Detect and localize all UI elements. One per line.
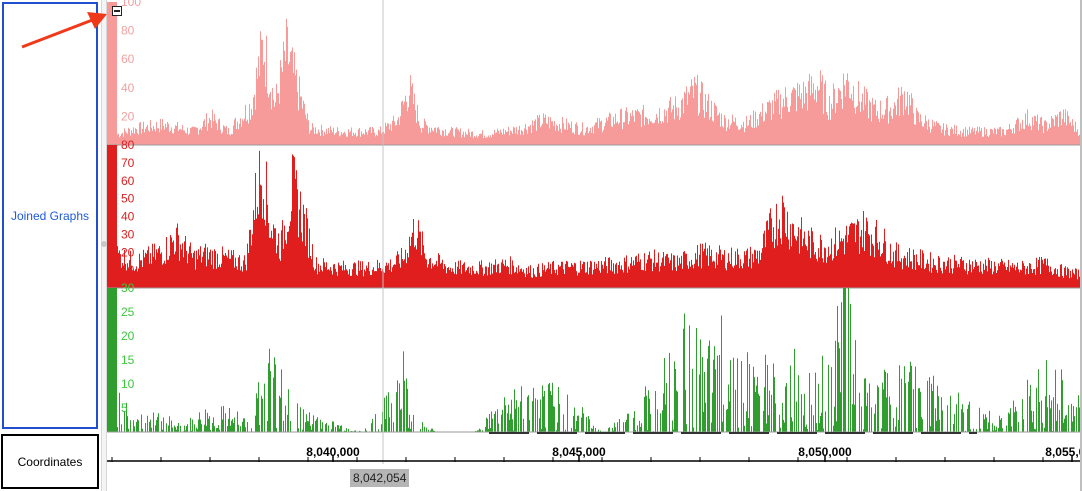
graph-pink-series bbox=[117, 18, 1080, 145]
graph-green-tick-label: 15 bbox=[121, 353, 135, 367]
graph-red-tick-label: 70 bbox=[121, 156, 135, 170]
graph-pink-tick-label: 60 bbox=[121, 52, 135, 66]
axis-tick-label: 8,050,000 bbox=[798, 445, 852, 459]
track-label-panel: Joined Graphs Coordinates bbox=[0, 0, 102, 491]
current-position-label: 8,042,054 bbox=[350, 469, 410, 487]
graph-green-tick-label: 20 bbox=[121, 329, 135, 343]
joined-graphs-label[interactable]: Joined Graphs bbox=[2, 2, 98, 429]
splitter-handle-icon[interactable] bbox=[101, 241, 107, 247]
graph-red-tick-label: 10 bbox=[121, 263, 135, 277]
graph-green-tick-label: 10 bbox=[121, 377, 135, 391]
graph-red-scale-band bbox=[107, 145, 117, 288]
graph-green-tick-label: 30 bbox=[121, 281, 135, 295]
graph-green-tick-label: 25 bbox=[121, 305, 135, 319]
graph-panel[interactable]: 20 40 60 80 100 10 20 30 40 50 60 70 80 5 10 15 20 25 30 8,… bbox=[107, 0, 1082, 491]
graph-pink-tick-label: 40 bbox=[121, 81, 135, 95]
graph-red-tick-label: 40 bbox=[121, 210, 135, 224]
axis-tick-label: 8,040,000 bbox=[306, 445, 360, 459]
graph-red-tick-label: 50 bbox=[121, 192, 135, 206]
minus-square-icon[interactable] bbox=[112, 6, 122, 16]
graph-red-tick-label: 20 bbox=[121, 245, 135, 259]
graph-red-series bbox=[117, 150, 1080, 288]
graph-red-tick-label: 60 bbox=[121, 174, 135, 188]
graph-green-series bbox=[117, 288, 1080, 432]
graph-pink-scale-band bbox=[107, 2, 117, 145]
graph-green-scale-band bbox=[107, 288, 117, 432]
joined-graphs-plot: 20 40 60 80 100 10 20 30 40 50 60 70 80 5 10 15 20 25 30 8,… bbox=[107, 0, 1082, 464]
graph-pink-tick-label: 80 bbox=[121, 24, 135, 38]
panel-right-border bbox=[1080, 0, 1082, 491]
axis-tick-label: 8,055,000 bbox=[1045, 445, 1082, 459]
graph-pink-tick-label: 20 bbox=[121, 109, 135, 123]
graph-red-tick-label: 80 bbox=[121, 138, 135, 152]
graph-red-tick-label: 30 bbox=[121, 227, 135, 241]
track-label-text: Joined Graphs bbox=[10, 208, 90, 223]
coordinates-label[interactable]: Coordinates bbox=[1, 434, 99, 489]
graph-pink-tick-label: 100 bbox=[121, 0, 141, 9]
axis-tick-label: 8,045,000 bbox=[552, 445, 606, 459]
graph-green-tick-label: 5 bbox=[121, 401, 128, 415]
red-arrow-icon bbox=[21, 12, 107, 49]
